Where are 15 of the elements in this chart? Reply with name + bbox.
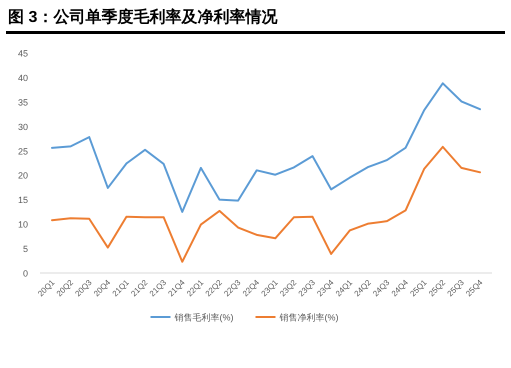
y-tick-label: 40 [18,72,28,83]
y-tick-label: 25 [18,146,28,156]
y-tick-label: 15 [18,195,28,206]
chart-title: 图 3：公司单季度毛利率及净利率情况 [8,7,278,26]
line-series [51,82,481,213]
legend-label: 销售毛利率(%) [174,312,234,322]
y-tick-label: 30 [18,122,28,132]
y-tick-label: 0 [22,268,28,278]
legend-label: 销售净利率(%) [278,312,338,322]
y-tick-label: 10 [18,220,28,230]
y-tick-label: 20 [18,170,28,181]
y-tick-label: 35 [18,97,28,108]
y-tick-label: 45 [18,48,28,58]
y-tick-label: 5 [22,244,28,254]
line-series [51,146,481,263]
